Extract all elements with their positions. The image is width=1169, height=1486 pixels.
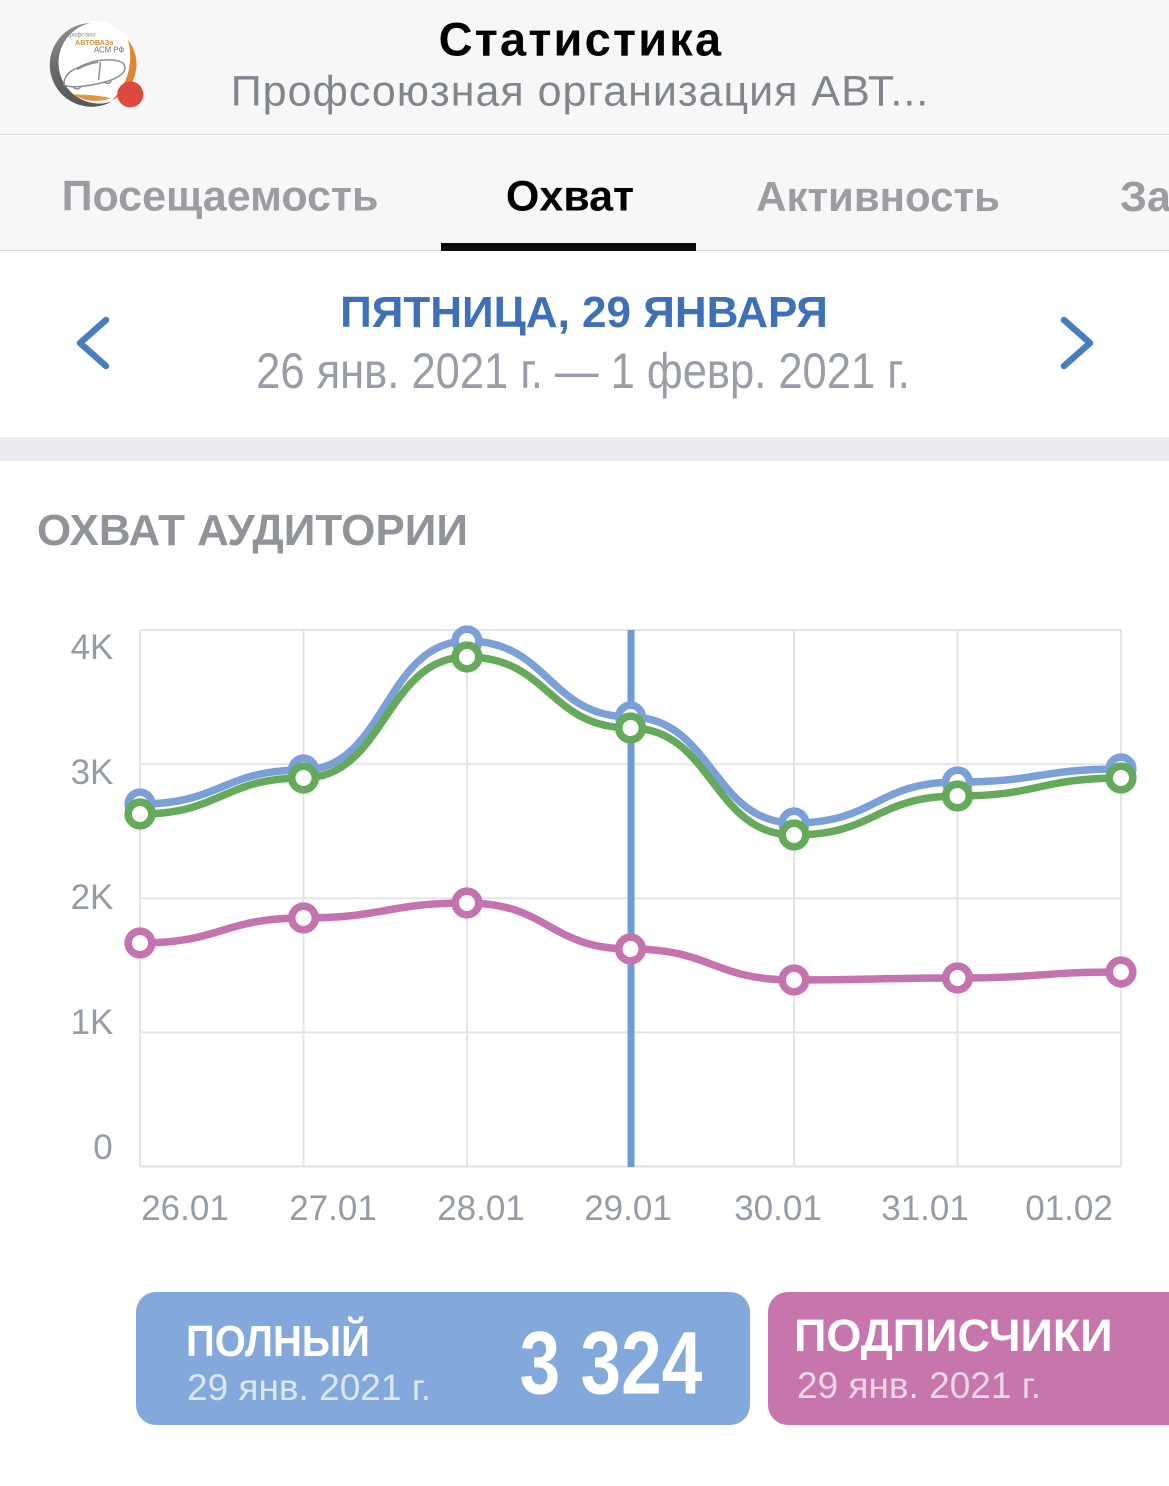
svg-text:АВТОВАЗа: АВТОВАЗа bbox=[75, 38, 114, 47]
svg-text:АСМ РФ: АСМ РФ bbox=[94, 46, 124, 55]
svg-text:Профсоюз: Профсоюз bbox=[65, 32, 96, 39]
